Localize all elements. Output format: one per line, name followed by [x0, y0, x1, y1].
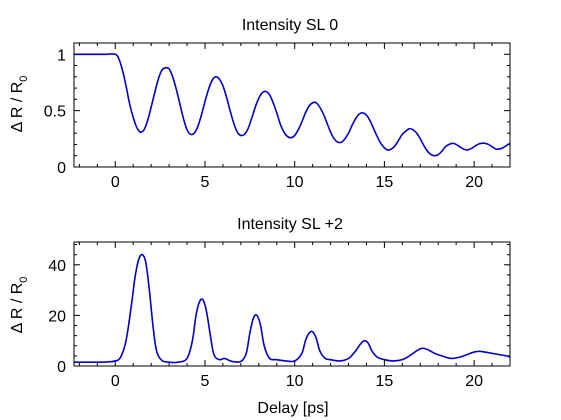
y-axis-label-main: Δ R / R: [9, 283, 26, 334]
x-axis-label: Delay [ps]: [257, 400, 328, 417]
x-tick-label: 5: [201, 174, 210, 191]
y-axis-label: Δ R / R0: [9, 277, 30, 334]
tick-labels: 0 5 10 15 20 0 20 40: [48, 258, 483, 390]
y-tick-label: 0: [57, 160, 66, 177]
x-tick-label: 15: [376, 373, 394, 390]
y-tick-label: 0: [57, 359, 66, 376]
x-tick-label: 10: [286, 373, 304, 390]
x-tick-label: 0: [111, 174, 120, 191]
axis-ticks: [74, 242, 510, 366]
y-axis-label-main: Δ R / R: [9, 82, 26, 133]
series-line: [74, 54, 510, 156]
x-tick-label: 20: [465, 373, 483, 390]
x-tick-label: 10: [286, 174, 304, 191]
y-tick-label: 1: [57, 47, 66, 64]
y-axis-label-subscript: 0: [18, 277, 30, 283]
y-axis-label: Δ R / R0: [9, 76, 30, 133]
series-line: [74, 255, 510, 363]
plot-area-frame: [74, 242, 510, 366]
x-tick-label: 20: [465, 174, 483, 191]
tick-labels: 0 5 10 15 20 0 0.5 1: [44, 47, 483, 191]
y-tick-label: 40: [48, 258, 66, 275]
x-tick-label: 0: [111, 373, 120, 390]
y-tick-label: 0.5: [44, 104, 66, 121]
y-tick-label: 20: [48, 308, 66, 325]
chart-title: Intensity SL 0: [242, 17, 338, 34]
x-tick-label: 5: [201, 373, 210, 390]
x-tick-label: 15: [376, 174, 394, 191]
y-axis-label-subscript: 0: [18, 76, 30, 82]
chart-title: Intensity SL +2: [237, 216, 343, 233]
